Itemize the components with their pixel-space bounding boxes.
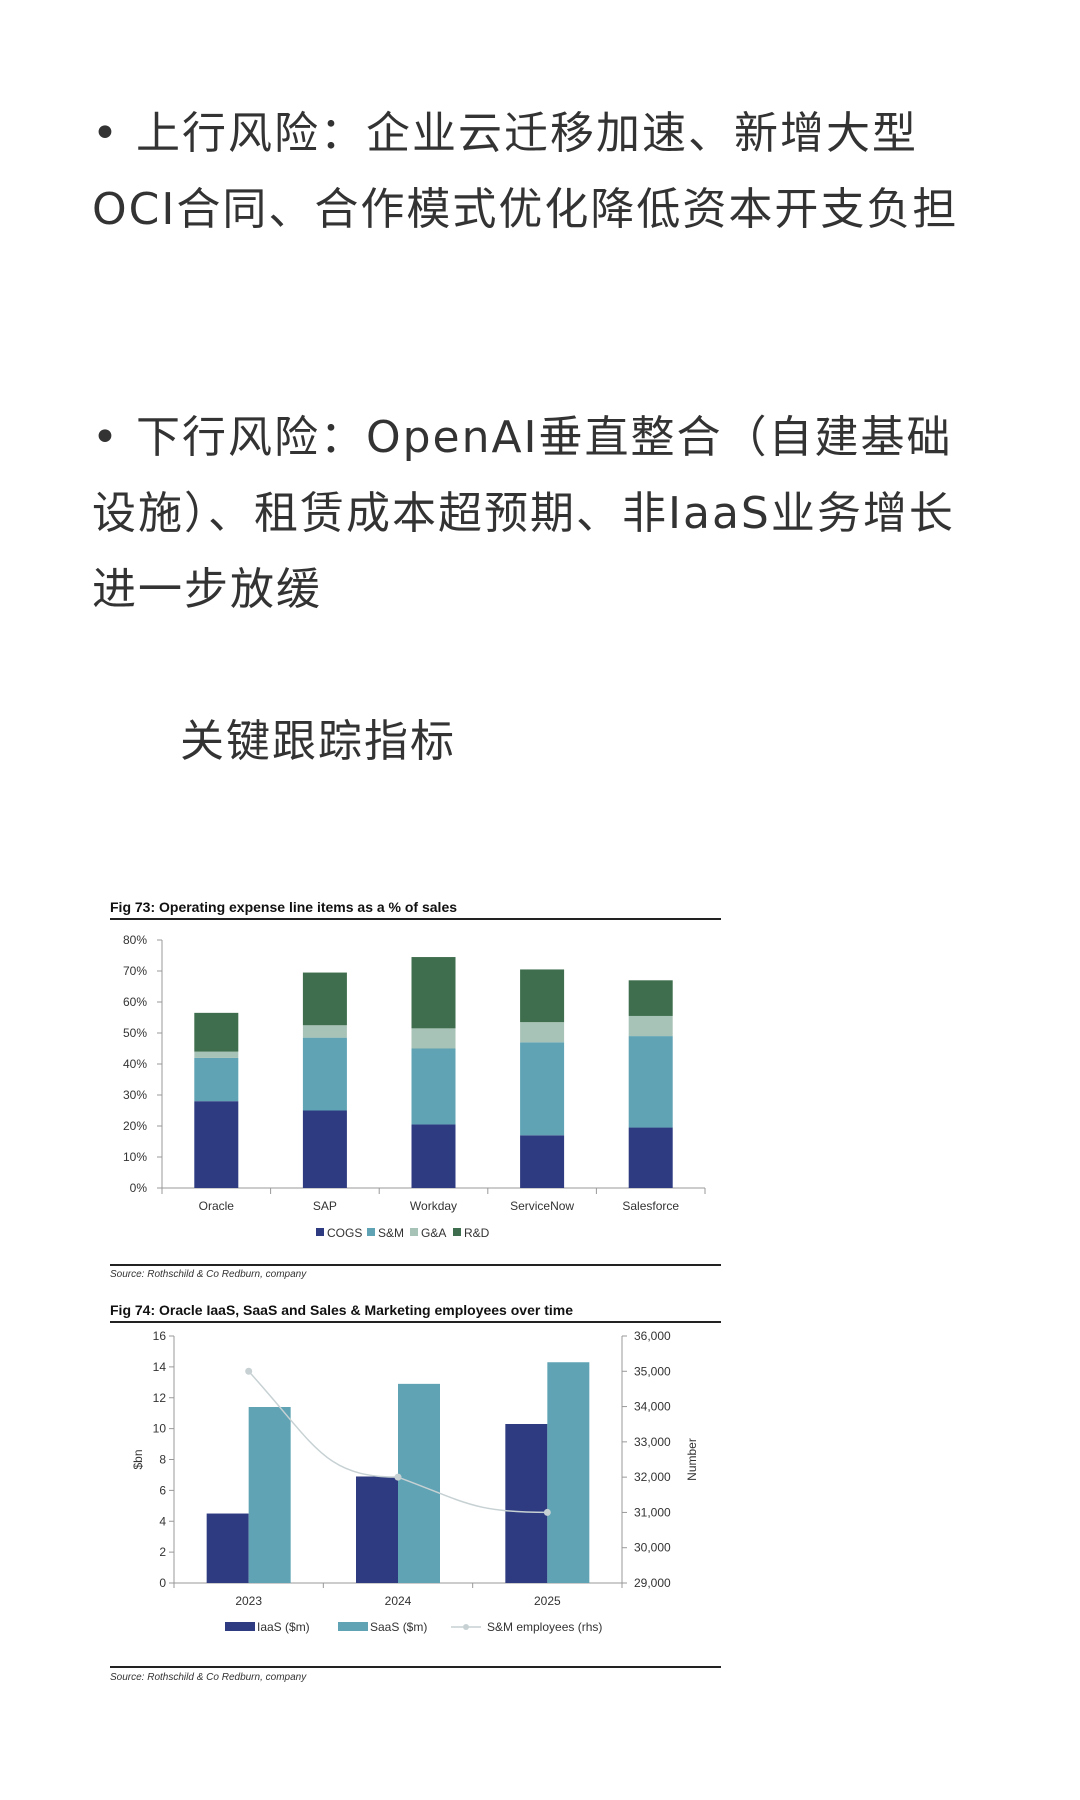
bar-iaas-m-2025 [505,1423,548,1583]
y-right-tick-label: 36,000 [634,1329,671,1343]
bar-saas-m-2024 [398,1383,440,1583]
y-tick-label: 2 [159,1545,166,1559]
bar-r-d-servicenow [520,969,565,1023]
bar-s-m-salesforce [628,1036,673,1128]
point-sm-employees-2025 [543,1508,551,1516]
bar-saas-m-2023 [248,1407,291,1583]
bar-s-m-oracle [194,1057,239,1102]
bar-g-a-workday [411,1028,456,1049]
legend-label-r-d: R&D [464,1226,490,1240]
y-axis-right-title: Number [685,1438,699,1481]
y-tick-label: 8 [159,1453,166,1467]
x-tick-label-2024: 2024 [385,1594,412,1608]
legend-marker-sm-employees [463,1624,469,1630]
x-tick-label-workday: Workday [410,1199,457,1213]
legend-swatch-s-m [367,1228,375,1236]
bar-cogs-servicenow [520,1135,565,1188]
y-tick-label: 6 [159,1483,166,1497]
bar-cogs-oracle [194,1101,239,1188]
y-right-tick-label: 34,000 [634,1400,671,1414]
fig73-title: Fig 73: Operating expense line items as … [110,899,458,915]
y-tick-label: 12 [153,1391,167,1405]
y-tick-label: 80% [123,933,147,947]
y-tick-label: 20% [123,1119,147,1133]
legend-label-s-m: S&M [378,1226,404,1240]
y-tick-label: 60% [123,995,147,1009]
legend-swatch-saas-m [338,1622,368,1631]
point-sm-employees-2023 [245,1367,253,1375]
y-right-tick-label: 31,000 [634,1505,671,1519]
legend-label-sm-employees: S&M employees (rhs) [487,1620,602,1634]
y-right-tick-label: 35,000 [634,1364,671,1378]
legend-label-iaas-m: IaaS ($m) [257,1620,310,1634]
fig73-source: Source: Rothschild & Co Redburn, company [110,1269,307,1280]
downside-risk-paragraph: • 下行风险：OpenAI垂直整合（自建基础设施）、租赁成本超预期、非IaaS业… [92,412,955,615]
y-tick-label: 14 [153,1360,167,1374]
bar-g-a-oracle [194,1051,239,1058]
fig74-chart: 0 2 4 6 8 10 12 14 16 29,000 30,000 31,000 32,000 33,… [131,1329,699,1634]
y-tick-label: 0% [130,1181,148,1195]
bar-cogs-sap [302,1110,347,1188]
bar-iaas-m-2023 [206,1513,249,1583]
x-tick-label-2025: 2025 [534,1594,561,1608]
bar-g-a-salesforce [628,1015,673,1037]
bar-saas-m-2025 [547,1362,590,1583]
y-right-tick-label: 30,000 [634,1541,671,1555]
x-tick-label-oracle: Oracle [199,1199,235,1213]
y-tick-label: 40% [123,1057,147,1071]
fig73-bottom-rule [110,1264,721,1266]
y-tick-label: 30% [123,1088,147,1102]
legend-label-cogs: COGS [327,1226,362,1240]
y-tick-label: 10% [123,1150,147,1164]
bar-r-d-oracle [194,1012,239,1052]
fig74-bottom-rule [110,1666,721,1668]
point-sm-employees-2024 [394,1473,402,1481]
bar-s-m-sap [302,1037,347,1111]
y-right-tick-label: 33,000 [634,1435,671,1449]
fig73-chart: 0% 10% 20% 30% 40% 50% 60% 70% 80% Oracle SAP Workd… [123,933,706,1240]
legend-label-saas-m: SaaS ($m) [370,1620,427,1634]
bar-r-d-sap [302,972,347,1026]
fig74-source: Source: Rothschild & Co Redburn, company [110,1672,307,1683]
x-tick-label-2023: 2023 [235,1594,262,1608]
x-tick-label-salesforce: Salesforce [622,1199,679,1213]
y-tick-label: 50% [123,1026,147,1040]
y-tick-label: 0 [159,1576,166,1590]
fig73-top-rule [110,918,721,920]
bar-s-m-servicenow [520,1042,565,1136]
y-axis-title: $bn [131,1449,145,1469]
x-tick-label-servicenow: ServiceNow [510,1199,574,1213]
legend-swatch-g-a [410,1228,418,1236]
bar-iaas-m-2024 [356,1476,398,1583]
y-tick-label: 4 [159,1514,166,1528]
bar-cogs-workday [411,1124,456,1188]
y-right-tick-label: 32,000 [634,1470,671,1484]
legend-swatch-cogs [316,1228,324,1236]
bar-r-d-salesforce [628,980,673,1016]
y-tick-label: 10 [153,1422,167,1436]
fig74-top-rule [110,1321,721,1323]
legend-label-g-a: G&A [421,1226,446,1240]
bar-s-m-workday [411,1048,456,1125]
legend-swatch-iaas-m [225,1622,255,1631]
bar-g-a-servicenow [520,1022,565,1043]
bar-r-d-workday [411,957,456,1029]
bar-g-a-sap [302,1025,347,1038]
y-tick-label: 16 [153,1329,167,1343]
fig74-title: Fig 74: Oracle IaaS, SaaS and Sales & Ma… [110,1302,573,1318]
section-heading: 关键跟踪指标 [180,716,456,767]
x-tick-label-sap: SAP [313,1199,337,1213]
legend-swatch-r-d [453,1228,461,1236]
bar-cogs-salesforce [628,1127,673,1188]
y-right-tick-label: 29,000 [634,1576,671,1590]
y-tick-label: 70% [123,964,147,978]
upside-risk-paragraph: • 上行风险：企业云迁移加速、新增大型OCI合同、合作模式优化降低资本开支负担 [92,108,959,235]
